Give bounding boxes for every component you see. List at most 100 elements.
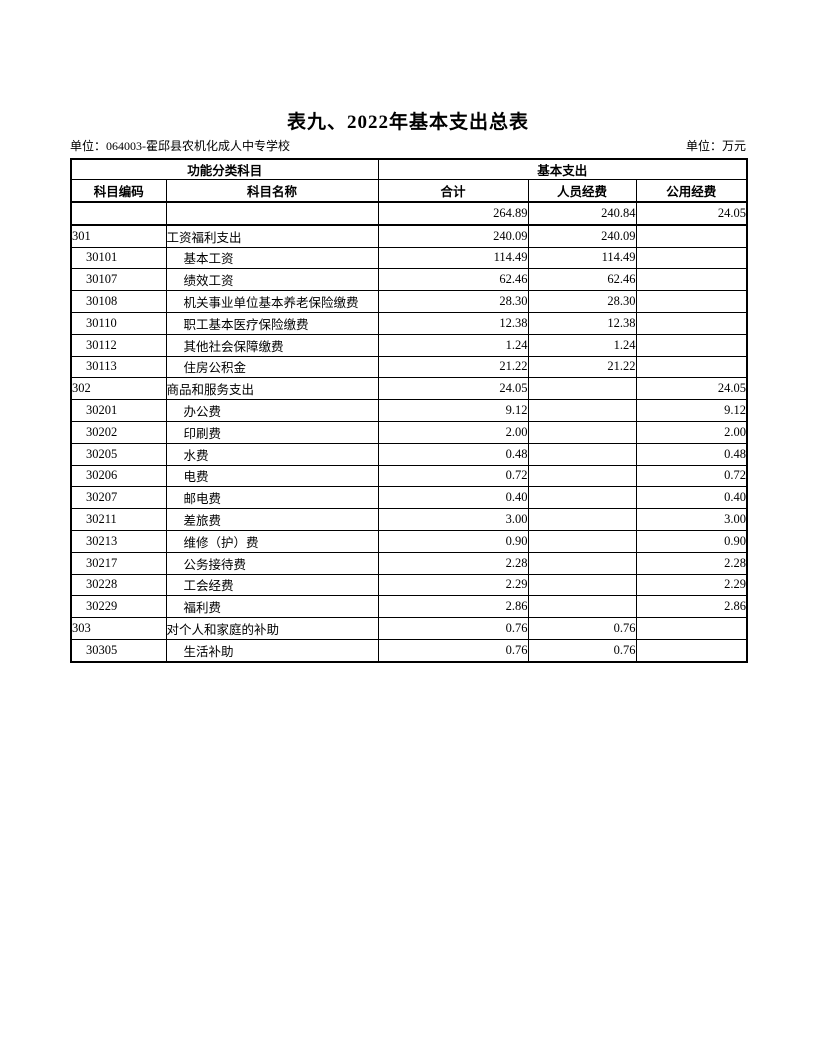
table-row: 30205 水费 0.48 0.48 — [70, 442, 748, 466]
public-funds-cell: 3.00 — [635, 508, 748, 531]
name-cell: 邮电费 — [165, 486, 379, 510]
public-funds-cell — [635, 224, 748, 248]
public-funds-cell — [635, 311, 748, 335]
total-cell: 2.00 — [377, 420, 529, 444]
code-cell: 30211 — [70, 508, 167, 531]
code-cell — [70, 201, 167, 226]
public-funds-cell — [635, 290, 748, 313]
total-cell: 0.72 — [377, 464, 529, 488]
header-group-row: 功能分类科目 基本支出 — [70, 158, 748, 180]
code-cell: 301 — [70, 224, 167, 248]
page-title: 表九、2022年基本支出总表 — [286, 112, 529, 133]
table-row: 302 商品和服务支出 24.05 24.05 — [70, 377, 748, 401]
code-cell: 30110 — [70, 311, 167, 335]
personnel-funds-cell — [527, 551, 637, 575]
personnel-funds-cell: 0.76 — [527, 638, 637, 663]
personnel-funds-cell — [527, 573, 637, 597]
name-cell: 绩效工资 — [165, 268, 379, 292]
personnel-funds-cell — [527, 595, 637, 619]
public-funds-cell — [635, 355, 748, 379]
public-funds-cell: 0.72 — [635, 464, 748, 488]
public-funds-cell: 24.05 — [635, 377, 748, 401]
personnel-funds-cell: 240.84 — [527, 201, 637, 226]
name-cell: 职工基本医疗保险缴费 — [165, 311, 379, 335]
table-row: 303 对个人和家庭的补助 0.76 0.76 — [70, 617, 748, 640]
table-row: 30211 差旅费 3.00 3.00 — [70, 508, 748, 531]
total-cell: 0.48 — [377, 442, 529, 466]
total-cell: 0.76 — [377, 638, 529, 663]
total-cell: 0.90 — [377, 529, 529, 553]
personnel-funds-cell: 12.38 — [527, 311, 637, 335]
personnel-funds-cell — [527, 377, 637, 401]
personnel-funds-cell: 240.09 — [527, 224, 637, 248]
total-cell: 0.40 — [377, 486, 529, 510]
public-funds-cell: 0.48 — [635, 442, 748, 466]
name-cell: 基本工资 — [165, 246, 379, 270]
public-funds-cell: 9.12 — [635, 399, 748, 422]
total-cell: 0.76 — [377, 617, 529, 640]
total-cell: 2.29 — [377, 573, 529, 597]
name-cell: 办公费 — [165, 399, 379, 422]
total-cell: 12.38 — [377, 311, 529, 335]
code-cell: 30113 — [70, 355, 167, 379]
public-funds-cell: 2.00 — [635, 420, 748, 444]
code-cell: 30107 — [70, 268, 167, 292]
total-cell: 3.00 — [377, 508, 529, 531]
table-row: 30202 印刷费 2.00 2.00 — [70, 420, 748, 444]
public-funds-cell: 0.40 — [635, 486, 748, 510]
name-cell: 商品和服务支出 — [165, 377, 379, 401]
name-cell: 工资福利支出 — [165, 224, 379, 248]
name-cell: 生活补助 — [165, 638, 379, 663]
table-row: 30201 办公费 9.12 9.12 — [70, 399, 748, 422]
code-cell: 303 — [70, 617, 167, 640]
name-cell: 其他社会保障缴费 — [165, 333, 379, 357]
name-cell: 水费 — [165, 442, 379, 466]
name-cell: 电费 — [165, 464, 379, 488]
header-columns-row: 科目编码 科目名称 合计 人员经费 公用经费 — [70, 179, 748, 203]
personnel-funds-cell — [527, 508, 637, 531]
table-row: 30207 邮电费 0.40 0.40 — [70, 486, 748, 510]
code-cell: 30201 — [70, 399, 167, 422]
total-cell: 2.86 — [377, 595, 529, 619]
table-row: 30108 机关事业单位基本养老保险缴费 28.30 28.30 — [70, 290, 748, 313]
personnel-funds-cell — [527, 442, 637, 466]
unit-labels-row: 单位：064003-霍邱县农机化成人中专学校 单位：万元 — [70, 138, 746, 154]
public-funds-cell — [635, 246, 748, 270]
total-cell: 62.46 — [377, 268, 529, 292]
personnel-funds-cell — [527, 464, 637, 488]
table-row: 30107 绩效工资 62.46 62.46 — [70, 268, 748, 292]
name-cell: 机关事业单位基本养老保险缴费 — [165, 290, 379, 313]
personnel-funds-cell — [527, 399, 637, 422]
table-header: 功能分类科目 基本支出 科目编码 科目名称 合计 人员经费 公用经费 — [70, 158, 748, 203]
total-cell: 24.05 — [377, 377, 529, 401]
public-funds-cell — [635, 638, 748, 663]
table-row: 301 工资福利支出 240.09 240.09 — [70, 224, 748, 248]
header-functional-classification: 功能分类科目 — [70, 158, 379, 180]
public-funds-cell: 2.28 — [635, 551, 748, 575]
code-cell: 30213 — [70, 529, 167, 553]
table-row: 30112 其他社会保障缴费 1.24 1.24 — [70, 333, 748, 357]
currency-unit-label: 单位：万元 — [685, 139, 746, 153]
code-cell: 30229 — [70, 595, 167, 619]
personnel-funds-cell — [527, 486, 637, 510]
public-funds-cell: 0.90 — [635, 529, 748, 553]
public-funds-cell: 24.05 — [635, 201, 748, 226]
header-subject-code: 科目编码 — [70, 179, 167, 203]
name-cell: 印刷费 — [165, 420, 379, 444]
personnel-funds-cell — [527, 420, 637, 444]
table-row: 30206 电费 0.72 0.72 — [70, 464, 748, 488]
personnel-funds-cell: 0.76 — [527, 617, 637, 640]
header-personnel-funds: 人员经费 — [527, 179, 637, 203]
code-cell: 30228 — [70, 573, 167, 597]
table-body: 264.89 240.84 24.05 301 工资福利支出 240.09 240.09 30… — [70, 201, 748, 663]
code-cell: 30206 — [70, 464, 167, 488]
name-cell — [165, 201, 379, 226]
total-cell: 240.09 — [377, 224, 529, 248]
personnel-funds-cell: 114.49 — [527, 246, 637, 270]
name-cell: 住房公积金 — [165, 355, 379, 379]
name-cell: 维修（护）费 — [165, 529, 379, 553]
name-cell: 差旅费 — [165, 508, 379, 531]
public-funds-cell: 2.86 — [635, 595, 748, 619]
basic-expenditure-table: 功能分类科目 基本支出 科目编码 科目名称 合计 人员经费 公用经费 264.8… — [70, 158, 749, 663]
